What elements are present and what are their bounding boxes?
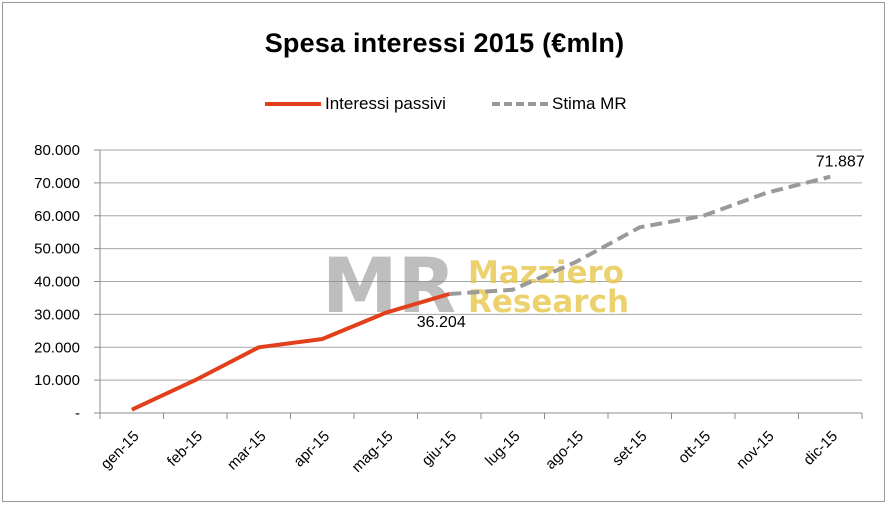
x-tick-label: ago-15 <box>542 428 587 473</box>
grid <box>100 149 862 414</box>
y-tick-label: 40.000 <box>34 274 80 291</box>
watermark: MR Mazziero Research <box>322 241 629 330</box>
legend-label: Interessi passivi <box>325 94 446 113</box>
data-labels: 36.204 71.887 <box>417 154 865 331</box>
legend-label: Stima MR <box>552 94 627 113</box>
watermark-logo: MR <box>322 241 456 330</box>
series-line-stima-mr <box>449 174 831 296</box>
x-tick-label: nov-15 <box>733 428 777 472</box>
x-tick-label: giu-15 <box>419 428 461 470</box>
y-tick-label: 50.000 <box>34 241 80 258</box>
series-line-interessi-passivi <box>130 292 450 412</box>
y-tick-label: - <box>75 405 80 422</box>
legend-item-interessi-passivi: Interessi passivi <box>265 92 446 116</box>
x-tick-label: mag-15 <box>349 428 397 476</box>
y-tick-label: 70.000 <box>34 175 80 192</box>
x-tick-label: gen-15 <box>98 428 143 473</box>
x-tick-label: dic-15 <box>800 428 841 469</box>
data-label: 71.887 <box>816 154 865 171</box>
y-tick-label: 80.000 <box>34 142 80 159</box>
legend-item-stima-mr: Stima MR <box>492 92 627 116</box>
legend-swatch-solid <box>265 102 321 106</box>
legend: Interessi passivi Stima MR <box>0 92 889 116</box>
y-tick-label: 10.000 <box>34 372 80 389</box>
y-tick-label: 60.000 <box>34 208 80 225</box>
x-tick-label: apr-15 <box>290 428 333 471</box>
x-tick-label: mar-15 <box>224 428 270 474</box>
x-tick-label: set-15 <box>609 428 651 470</box>
y-tick-label: 30.000 <box>34 306 80 323</box>
x-tick-label: ott-15 <box>675 428 714 467</box>
x-tick-label: feb-15 <box>164 428 206 470</box>
data-label: 36.204 <box>417 314 466 331</box>
x-tick-label: lug-15 <box>482 428 524 470</box>
chart-title: Spesa interessi 2015 (€mln) <box>264 28 625 58</box>
series-group <box>130 174 831 412</box>
y-tick-label: 20.000 <box>34 339 80 356</box>
legend-swatch-dashed <box>492 102 548 106</box>
